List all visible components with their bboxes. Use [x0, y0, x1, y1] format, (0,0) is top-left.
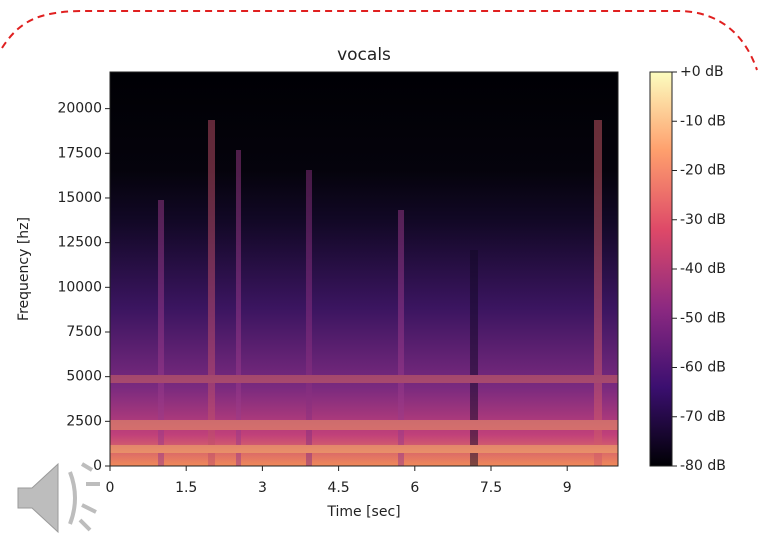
speaker-icon [17, 462, 100, 534]
spectrogram-image [110, 72, 618, 466]
x-tick-label: 0 [106, 480, 115, 496]
slide-border [1, 10, 758, 71]
colorbar-tick-label: +0 dB [680, 64, 724, 80]
plot-frame [109, 71, 619, 467]
colorbar [649, 71, 673, 467]
colorbar-tick-label: -80 dB [680, 458, 726, 474]
colorbar-tick-label: -50 dB [680, 310, 726, 326]
colorbar-tick-label: -70 dB [680, 409, 726, 425]
spectrogram-texture [110, 120, 618, 466]
x-axis-label: Time [sec] [326, 504, 400, 520]
x-tick-label: 1.5 [175, 480, 197, 496]
y-tick-label: 7500 [66, 324, 102, 340]
y-tick-label: 15000 [57, 190, 102, 206]
colorbar-tick-label: -30 dB [680, 212, 726, 228]
x-tick-label: 7.5 [480, 480, 502, 496]
y-tick-label: 17500 [57, 145, 102, 161]
y-tick-label: 5000 [66, 369, 102, 385]
colorbar-tick-label: -20 dB [680, 163, 726, 179]
y-tick-label: 20000 [57, 101, 102, 117]
x-tick-label: 4.5 [327, 480, 349, 496]
y-tick-label: 12500 [57, 235, 102, 251]
y-tick-label: 2500 [66, 413, 102, 429]
plot-area [109, 71, 619, 467]
colorbar-tick-label: -10 dB [680, 113, 726, 129]
colorbar-tick-label: -60 dB [680, 360, 726, 376]
chart-title: vocals [337, 45, 391, 65]
colorbar-tick-label: -40 dB [680, 261, 726, 277]
x-tick-label: 3 [258, 480, 267, 496]
y-axis-label: Frequency [hz] [16, 217, 32, 321]
y-tick-label: 0 [93, 458, 102, 474]
y-tick-label: 10000 [57, 279, 102, 295]
x-tick-label: 9 [563, 480, 572, 496]
x-tick-label: 6 [410, 480, 419, 496]
